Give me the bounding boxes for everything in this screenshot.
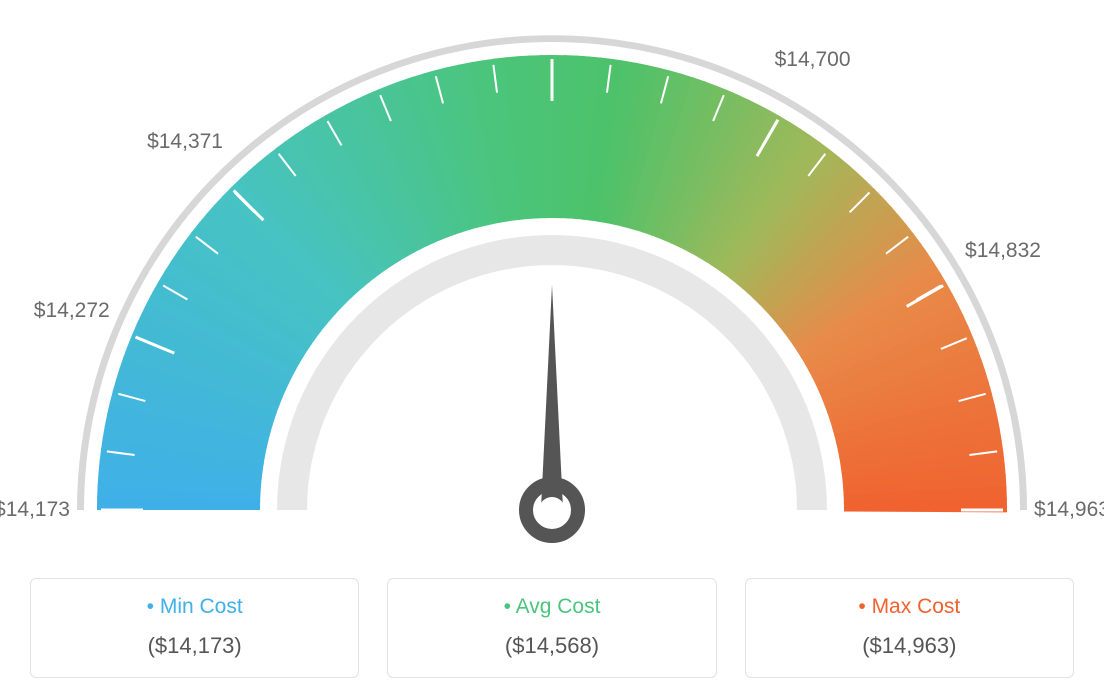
legend-avg-title: Avg Cost <box>398 595 705 619</box>
gauge-tick-label: $14,700 <box>775 48 851 72</box>
legend-max-title: Max Cost <box>756 595 1063 619</box>
gauge-svg <box>0 0 1104 560</box>
legend-min-value: ($14,173) <box>41 633 348 659</box>
legend-card-avg: Avg Cost ($14,568) <box>387 578 716 678</box>
legend-row: Min Cost ($14,173) Avg Cost ($14,568) Ma… <box>0 578 1104 678</box>
gauge-tick-label: $14,832 <box>965 239 1041 263</box>
gauge-tick-label: $14,568 <box>514 0 590 2</box>
legend-max-value: ($14,963) <box>756 633 1063 659</box>
gauge-tick-label: $14,272 <box>34 299 110 323</box>
legend-avg-value: ($14,568) <box>398 633 705 659</box>
gauge-chart: $14,173 $14,272 $14,371 $14,568 $14,700 $14,8… <box>0 0 1104 560</box>
legend-card-max: Max Cost ($14,963) <box>745 578 1074 678</box>
gauge-tick-label: $14,963 <box>1034 498 1104 522</box>
gauge-tick-label: $14,371 <box>147 130 223 154</box>
legend-min-title: Min Cost <box>41 595 348 619</box>
legend-card-min: Min Cost ($14,173) <box>30 578 359 678</box>
gauge-tick-label: $14,173 <box>0 498 70 522</box>
